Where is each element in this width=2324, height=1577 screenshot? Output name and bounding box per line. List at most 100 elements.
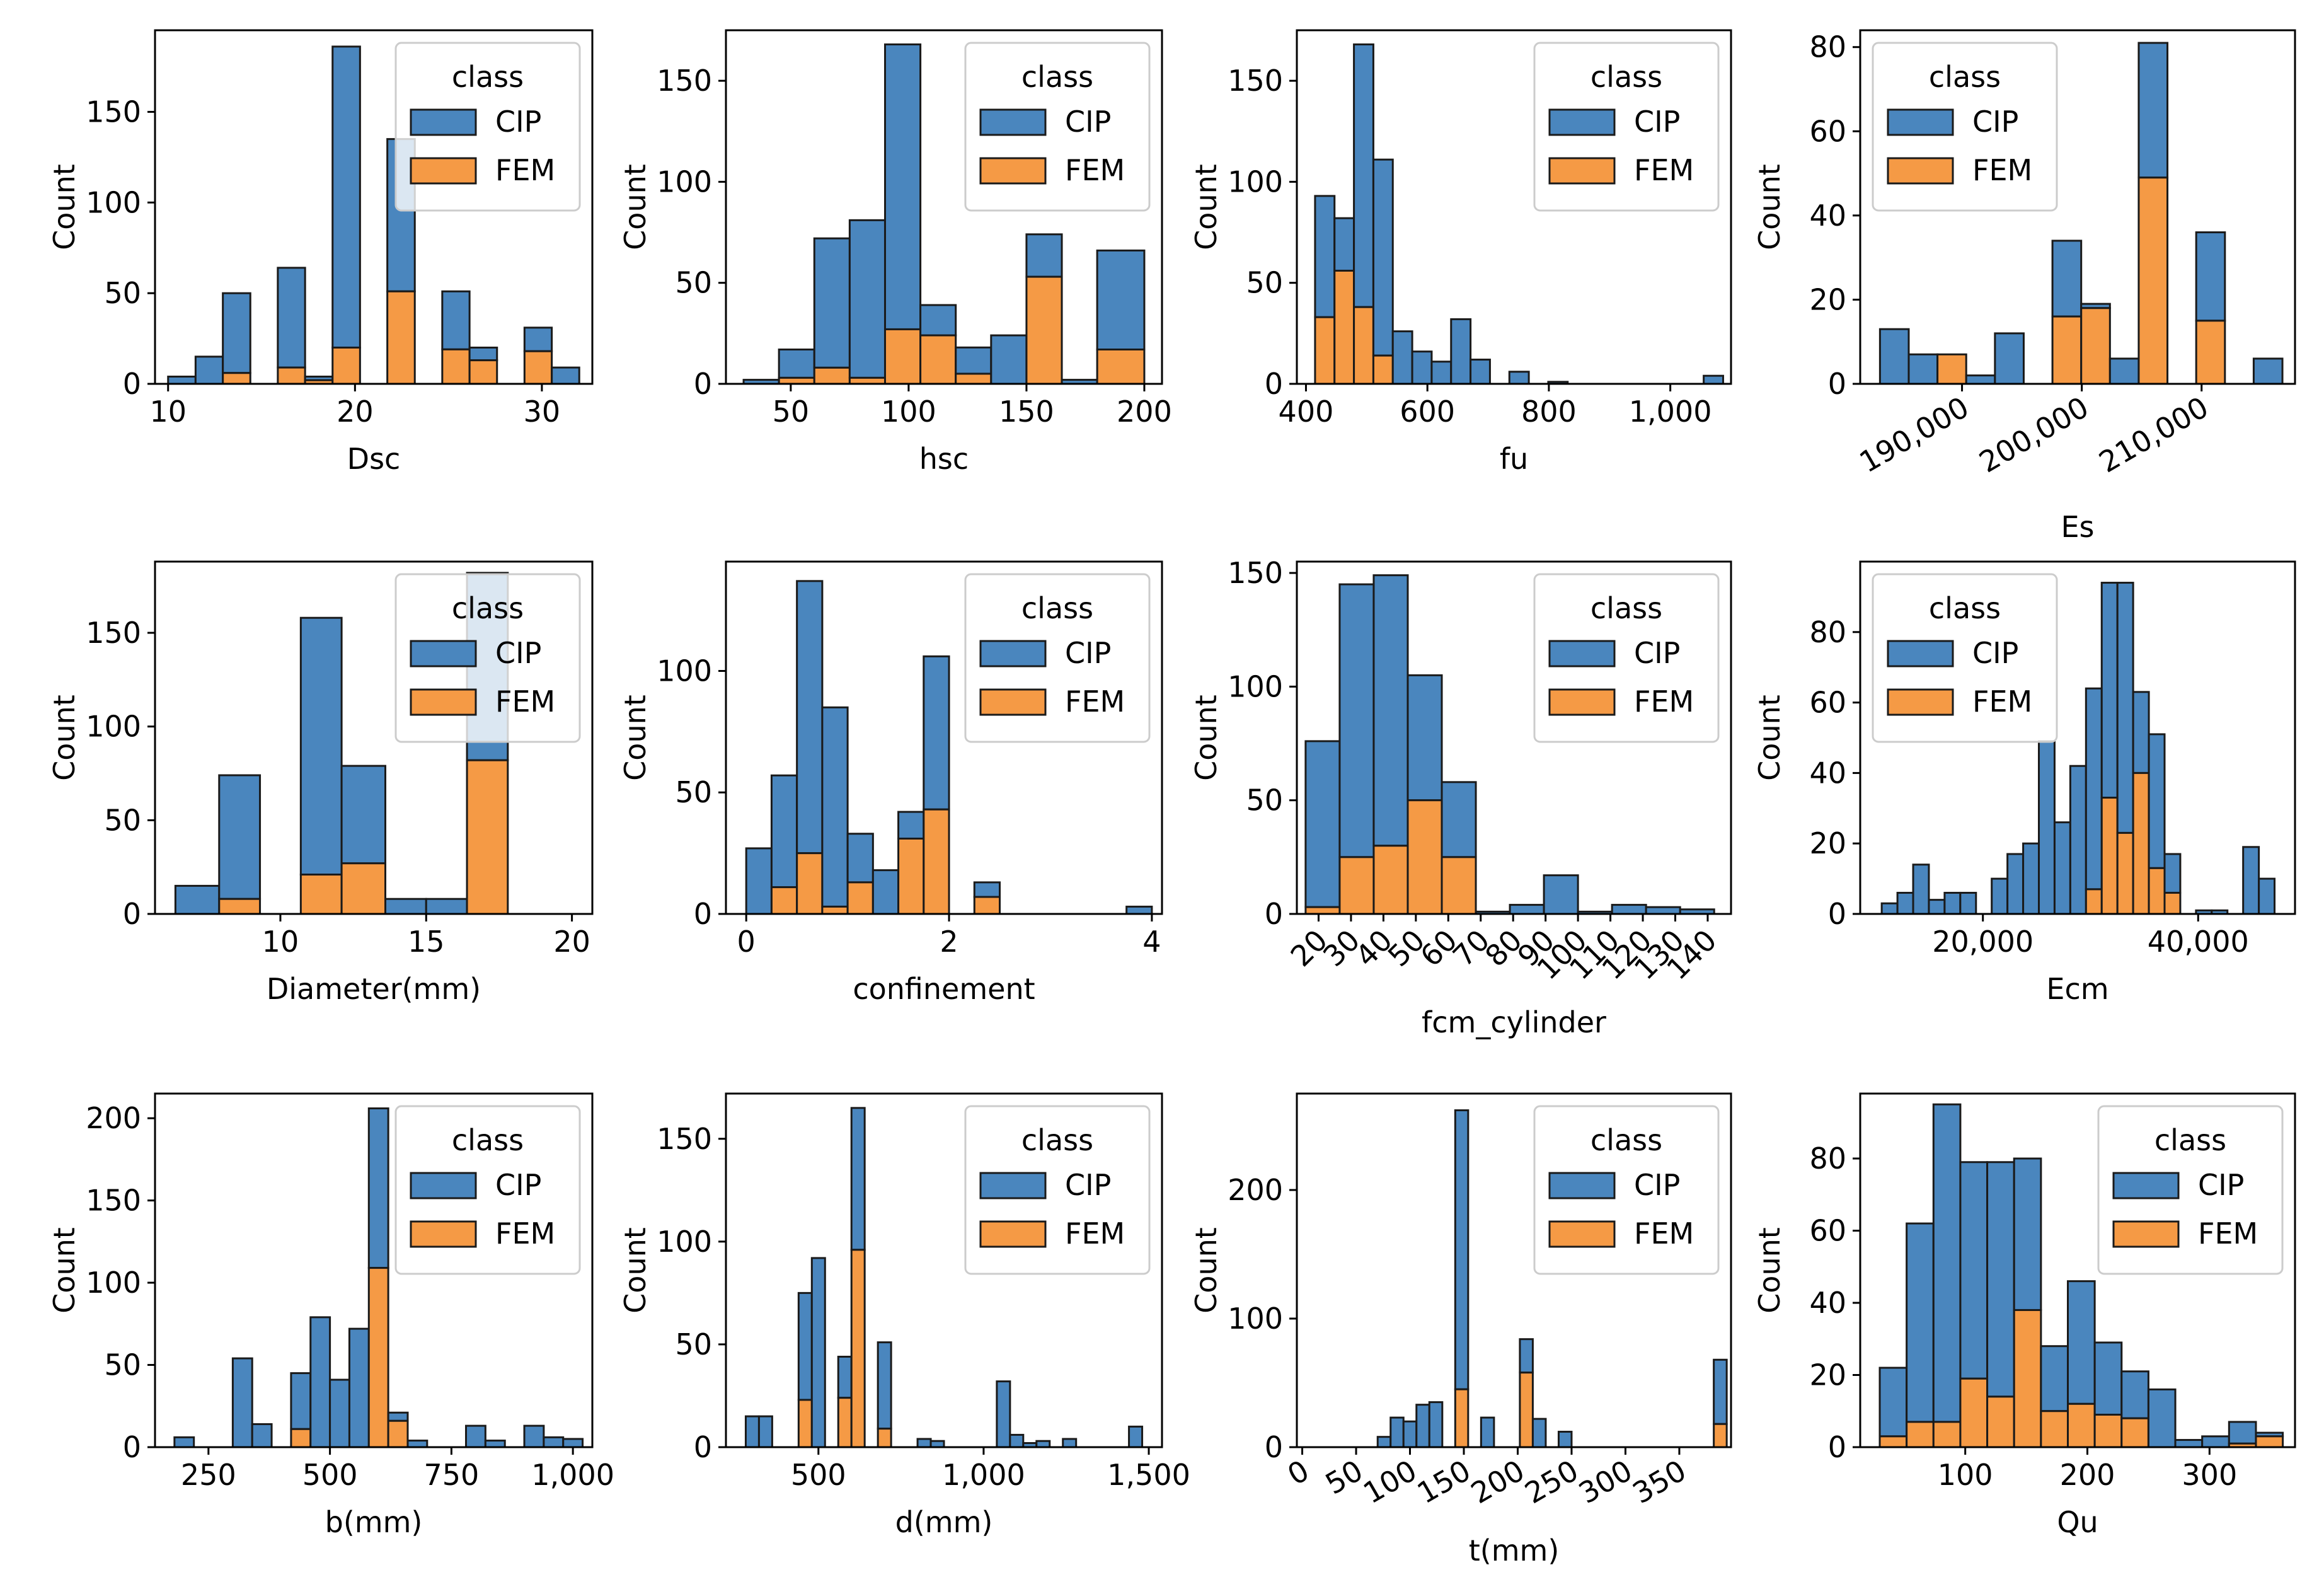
bar-CIP bbox=[543, 1436, 565, 1447]
bar-CIP bbox=[2163, 853, 2182, 894]
x-tick-label: 20 bbox=[337, 395, 374, 429]
bar-FEM bbox=[1338, 856, 1375, 914]
bar-CIP bbox=[1389, 1416, 1405, 1447]
bar-FEM bbox=[1519, 1372, 1534, 1447]
legend-swatch-CIP bbox=[410, 640, 477, 667]
bar-CIP bbox=[174, 884, 221, 914]
bar-FEM bbox=[331, 346, 361, 384]
legend-swatch-FEM bbox=[1548, 688, 1616, 716]
bar-CIP bbox=[1096, 249, 1146, 351]
bar-FEM bbox=[299, 874, 343, 914]
bar-CIP bbox=[290, 1372, 312, 1430]
y-tick-label: 0 bbox=[1265, 367, 1283, 401]
y-axis-label: Count bbox=[47, 695, 81, 781]
bar-CIP bbox=[523, 326, 553, 352]
bar-FEM bbox=[2132, 771, 2150, 914]
bar-CIP bbox=[1353, 43, 1374, 308]
legend-title: class bbox=[1021, 591, 1093, 625]
bar-CIP bbox=[2038, 740, 2056, 914]
bar-CIP bbox=[2051, 240, 2083, 318]
bar-CIP bbox=[1391, 330, 1413, 384]
bar-CIP bbox=[1943, 891, 1962, 914]
bar-FEM bbox=[955, 373, 992, 384]
x-tick-label: 20,000 bbox=[1932, 925, 2034, 959]
bars bbox=[1880, 582, 2276, 914]
x-tick-label: 2 bbox=[940, 925, 958, 959]
bar-FEM bbox=[1713, 1423, 1728, 1447]
bar-FEM bbox=[277, 366, 306, 384]
bar-CIP bbox=[1333, 217, 1355, 272]
y-tick-label: 20 bbox=[1809, 1358, 1846, 1392]
legend-label-CIP: CIP bbox=[1972, 105, 2018, 139]
axes-frame bbox=[725, 1092, 1163, 1448]
bar-CIP bbox=[1679, 908, 1715, 914]
bar-FEM bbox=[2163, 891, 2182, 914]
legend-swatch-FEM bbox=[1887, 157, 1954, 185]
y-tick-label: 100 bbox=[86, 185, 141, 219]
y-tick-label: 100 bbox=[86, 710, 141, 744]
y-tick-label: 150 bbox=[86, 95, 141, 129]
legend-label-CIP: CIP bbox=[1065, 636, 1111, 670]
x-tick-label: 20 bbox=[553, 925, 590, 959]
legend-swatch-FEM bbox=[410, 157, 477, 185]
bar-FEM bbox=[386, 290, 416, 384]
x-tick-label: 4 bbox=[1142, 925, 1161, 959]
axes-frame bbox=[1859, 560, 2296, 915]
bar-CIP bbox=[1959, 1161, 1989, 1380]
bar-CIP bbox=[1932, 1103, 1962, 1423]
y-tick-label: 0 bbox=[1265, 1430, 1283, 1464]
bar-CIP bbox=[744, 1415, 760, 1447]
bar-CIP bbox=[1454, 1109, 1470, 1390]
y-tick-label: 50 bbox=[104, 803, 141, 837]
bar-CIP bbox=[231, 1357, 253, 1447]
legend-swatch-FEM bbox=[979, 1220, 1047, 1248]
legend-swatch-CIP bbox=[1887, 108, 1954, 136]
legend-label-FEM: FEM bbox=[1065, 153, 1125, 187]
y-tick-label: 50 bbox=[1246, 266, 1283, 300]
legend: class CIP FEM bbox=[964, 42, 1151, 212]
y-tick-label: 50 bbox=[104, 276, 141, 310]
bar-CIP bbox=[551, 366, 580, 384]
bar-CIP bbox=[846, 833, 874, 884]
legend-swatch-FEM bbox=[2112, 1220, 2180, 1248]
bars bbox=[173, 1107, 584, 1447]
bar-CIP bbox=[1531, 1418, 1547, 1447]
bar-CIP bbox=[348, 1327, 370, 1447]
bar-CIP bbox=[745, 847, 773, 914]
y-axis-label: Count bbox=[618, 1227, 652, 1314]
bar-CIP bbox=[173, 1436, 195, 1447]
bar-FEM bbox=[1025, 275, 1063, 384]
bar-FEM bbox=[2195, 320, 2226, 384]
y-tick-label: 0 bbox=[694, 1430, 712, 1464]
x-tick-label: 210,000 bbox=[2093, 390, 2214, 480]
bar-FEM bbox=[837, 1397, 853, 1447]
legend: class CIP FEM bbox=[1533, 42, 1720, 212]
legend-swatch-CIP bbox=[2112, 1172, 2180, 1199]
bar-CIP bbox=[2147, 1388, 2177, 1447]
bar-CIP bbox=[2120, 1370, 2149, 1419]
bar-FEM bbox=[1878, 1435, 1908, 1447]
legend-swatch-CIP bbox=[979, 108, 1047, 136]
legend: class CIP FEM bbox=[394, 1105, 581, 1275]
bar-FEM bbox=[1314, 316, 1336, 384]
bar-CIP bbox=[1991, 877, 2009, 914]
bar-CIP bbox=[1713, 1358, 1728, 1425]
bar-CIP bbox=[2228, 1421, 2257, 1445]
x-axis-label: b(mm) bbox=[325, 1505, 423, 1539]
y-tick-label: 150 bbox=[657, 64, 712, 98]
bar-CIP bbox=[821, 706, 849, 908]
x-axis-label: Qu bbox=[2057, 1505, 2098, 1539]
legend: class CIP FEM bbox=[394, 42, 581, 212]
legend-title: class bbox=[452, 60, 524, 94]
bar-FEM bbox=[2120, 1417, 2149, 1447]
legend-swatch-CIP bbox=[410, 1172, 477, 1199]
bar-FEM bbox=[846, 881, 874, 914]
legend-swatch-FEM bbox=[410, 1220, 477, 1248]
x-tick-label: 800 bbox=[1521, 395, 1577, 429]
y-tick-label: 80 bbox=[1809, 1141, 1846, 1176]
legend-label-CIP: CIP bbox=[1972, 636, 2018, 670]
axes-frame bbox=[725, 560, 1163, 915]
x-axis-label: d(mm) bbox=[895, 1505, 993, 1539]
bar-CIP bbox=[810, 1257, 826, 1447]
